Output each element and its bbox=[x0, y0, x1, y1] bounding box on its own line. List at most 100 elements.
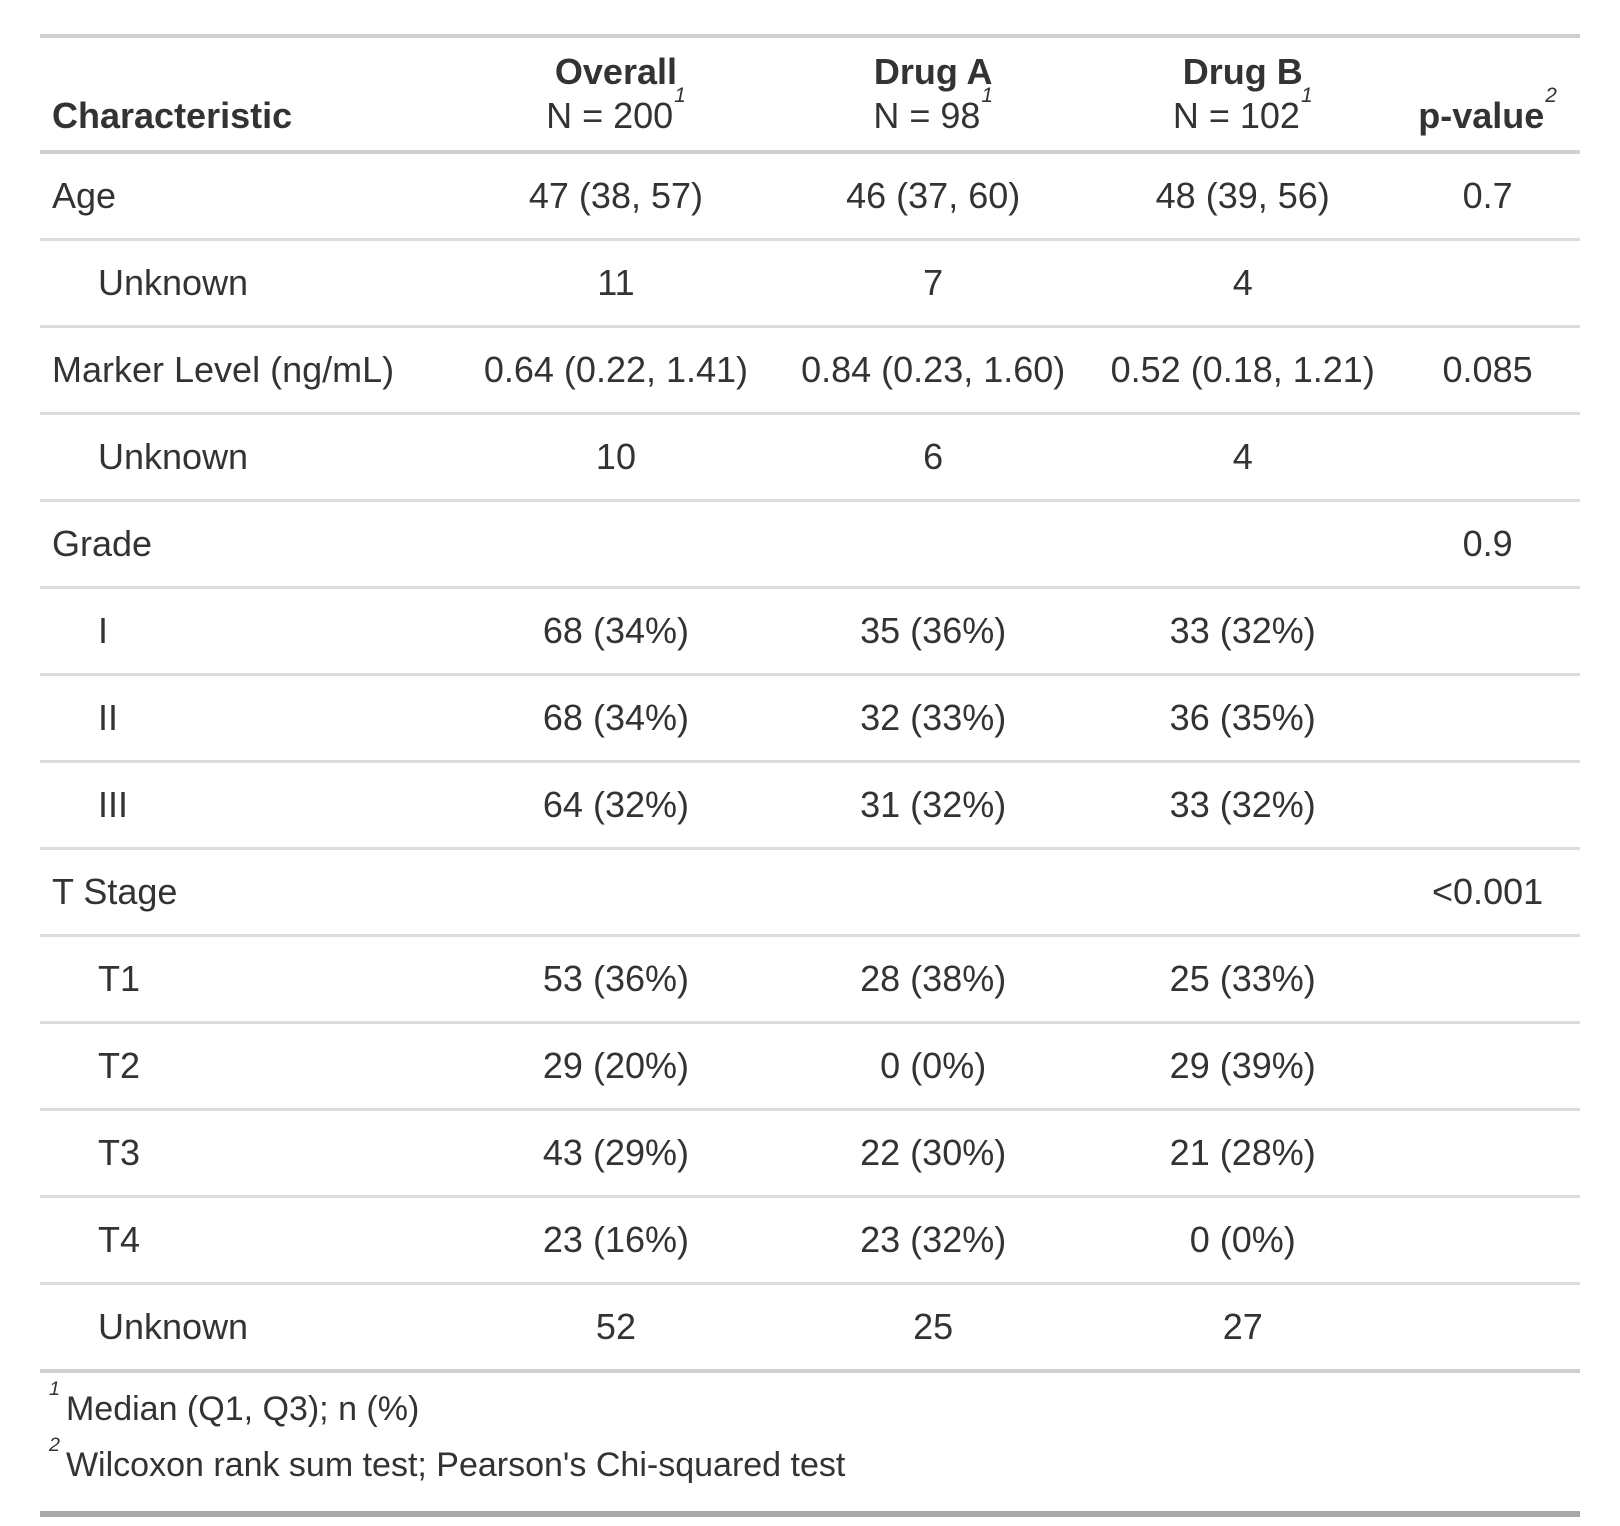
cell-drug-a: 32 (33%) bbox=[776, 674, 1091, 763]
summary-table: Characteristic Overall N = 2001 Drug A N… bbox=[40, 34, 1580, 1373]
row-label: I bbox=[40, 587, 456, 676]
header-drug-b-label: Drug B bbox=[1182, 51, 1303, 92]
header-overall-label: Overall bbox=[554, 51, 677, 92]
table-row: Marker Level (ng/mL) 0.64 (0.22, 1.41) 0… bbox=[40, 326, 1580, 415]
header-overall-n: N = 2001 bbox=[462, 85, 770, 138]
cell-drug-a: 22 (30%) bbox=[776, 1109, 1091, 1198]
cell-drug-b: 21 (28%) bbox=[1090, 1109, 1396, 1198]
cell-drug-b: 48 (39, 56) bbox=[1090, 152, 1396, 241]
table-row: Age 47 (38, 57) 46 (37, 60) 48 (39, 56) … bbox=[40, 152, 1580, 241]
cell-overall: 64 (32%) bbox=[455, 761, 777, 850]
header-p-value-label: p-value bbox=[1418, 95, 1545, 136]
cell-drug-b bbox=[1090, 500, 1396, 589]
cell-drug-a bbox=[776, 500, 1091, 589]
cell-drug-b bbox=[1090, 848, 1396, 937]
row-label: T Stage bbox=[40, 848, 456, 937]
cell-drug-a: 6 bbox=[776, 413, 1091, 502]
cell-drug-a: 46 (37, 60) bbox=[776, 152, 1091, 241]
cell-p-value: 0.9 bbox=[1395, 500, 1580, 589]
cell-drug-a: 7 bbox=[776, 239, 1091, 328]
footnote-mark-icon: 1 bbox=[49, 1378, 60, 1401]
cell-drug-b: 29 (39%) bbox=[1090, 1022, 1396, 1111]
cell-p-value bbox=[1395, 1022, 1580, 1111]
table-row: T4 23 (16%) 23 (32%) 0 (0%) bbox=[40, 1196, 1580, 1285]
cell-overall: 43 (29%) bbox=[455, 1109, 777, 1198]
row-label: T4 bbox=[40, 1196, 456, 1285]
cell-drug-a: 23 (32%) bbox=[776, 1196, 1091, 1285]
header-row: Characteristic Overall N = 2001 Drug A N… bbox=[40, 36, 1580, 154]
header-p-value: p-value2 bbox=[1395, 36, 1580, 154]
cell-p-value bbox=[1395, 239, 1580, 328]
table-row: T2 29 (20%) 0 (0%) 29 (39%) bbox=[40, 1022, 1580, 1111]
footnote-1-text: Median (Q1, Q3); n (%) bbox=[65, 1390, 420, 1428]
footnote-1: 1Median (Q1, Q3); n (%) bbox=[48, 1380, 1572, 1431]
cell-drug-a bbox=[776, 848, 1091, 937]
cell-overall: 47 (38, 57) bbox=[455, 152, 777, 241]
row-label: T1 bbox=[40, 935, 456, 1024]
cell-drug-b: 4 bbox=[1090, 413, 1396, 502]
table-row: III 64 (32%) 31 (32%) 33 (32%) bbox=[40, 761, 1580, 850]
header-overall-n-text: N = 200 bbox=[546, 95, 674, 136]
header-characteristic: Characteristic bbox=[40, 36, 456, 154]
cell-overall: 68 (34%) bbox=[455, 587, 777, 676]
table-row: T Stage <0.001 bbox=[40, 848, 1580, 937]
table-body: Age 47 (38, 57) 46 (37, 60) 48 (39, 56) … bbox=[40, 152, 1580, 1373]
header-drug-a-label: Drug A bbox=[873, 51, 993, 92]
cell-overall: 53 (36%) bbox=[455, 935, 777, 1024]
cell-drug-b: 33 (32%) bbox=[1090, 587, 1396, 676]
cell-drug-a: 0.84 (0.23, 1.60) bbox=[776, 326, 1091, 415]
table-row: Unknown 52 25 27 bbox=[40, 1283, 1580, 1373]
cell-drug-a: 31 (32%) bbox=[776, 761, 1091, 850]
header-overall: Overall N = 2001 bbox=[455, 36, 777, 154]
cell-drug-b: 0.52 (0.18, 1.21) bbox=[1090, 326, 1396, 415]
header-drug-a-n-text: N = 98 bbox=[873, 95, 981, 136]
table-row: T1 53 (36%) 28 (38%) 25 (33%) bbox=[40, 935, 1580, 1024]
cell-overall bbox=[455, 848, 777, 937]
header-drug-a: Drug A N = 981 bbox=[776, 36, 1091, 154]
cell-overall: 68 (34%) bbox=[455, 674, 777, 763]
cell-p-value bbox=[1395, 761, 1580, 850]
table-row: T3 43 (29%) 22 (30%) 21 (28%) bbox=[40, 1109, 1580, 1198]
cell-drug-a: 35 (36%) bbox=[776, 587, 1091, 676]
cell-drug-a: 28 (38%) bbox=[776, 935, 1091, 1024]
row-label: Marker Level (ng/mL) bbox=[40, 326, 456, 415]
cell-drug-b: 33 (32%) bbox=[1090, 761, 1396, 850]
footnote-mark-icon: 1 bbox=[981, 84, 994, 108]
cell-drug-b: 36 (35%) bbox=[1090, 674, 1396, 763]
header-drug-b-n-text: N = 102 bbox=[1172, 95, 1300, 136]
row-label: II bbox=[40, 674, 456, 763]
row-label: T2 bbox=[40, 1022, 456, 1111]
footnote-mark-icon: 1 bbox=[674, 84, 686, 108]
row-label: III bbox=[40, 761, 456, 850]
footnote-mark-icon: 2 bbox=[1545, 84, 1557, 108]
cell-overall: 10 bbox=[455, 413, 777, 502]
cell-p-value: 0.7 bbox=[1395, 152, 1580, 241]
cell-p-value bbox=[1395, 1196, 1580, 1285]
cell-p-value: <0.001 bbox=[1395, 848, 1580, 937]
header-drug-b-n: N = 1021 bbox=[1096, 85, 1389, 138]
cell-p-value: 0.085 bbox=[1395, 326, 1580, 415]
table-header: Characteristic Overall N = 2001 Drug A N… bbox=[40, 36, 1580, 154]
cell-p-value bbox=[1395, 1283, 1580, 1373]
footnotes: 1Median (Q1, Q3); n (%) 2Wilcoxon rank s… bbox=[40, 1373, 1580, 1517]
cell-drug-b: 27 bbox=[1090, 1283, 1396, 1373]
cell-drug-b: 25 (33%) bbox=[1090, 935, 1396, 1024]
row-label: Grade bbox=[40, 500, 456, 589]
cell-overall: 23 (16%) bbox=[455, 1196, 777, 1285]
row-label: T3 bbox=[40, 1109, 456, 1198]
cell-drug-b: 0 (0%) bbox=[1090, 1196, 1396, 1285]
cell-p-value bbox=[1395, 935, 1580, 1024]
footnote-2-text: Wilcoxon rank sum test; Pearson's Chi-sq… bbox=[65, 1446, 846, 1484]
footnote-mark-icon: 1 bbox=[1300, 84, 1313, 108]
row-label: Age bbox=[40, 152, 456, 241]
cell-overall bbox=[455, 500, 777, 589]
cell-p-value bbox=[1395, 674, 1580, 763]
cell-drug-b: 4 bbox=[1090, 239, 1396, 328]
cell-overall: 11 bbox=[455, 239, 777, 328]
row-label: Unknown bbox=[40, 413, 456, 502]
table-row: Unknown 11 7 4 bbox=[40, 239, 1580, 328]
footnote-2: 2Wilcoxon rank sum test; Pearson's Chi-s… bbox=[48, 1436, 1572, 1487]
header-drug-b: Drug B N = 1021 bbox=[1090, 36, 1396, 154]
footnote-mark-icon: 2 bbox=[49, 1434, 60, 1457]
